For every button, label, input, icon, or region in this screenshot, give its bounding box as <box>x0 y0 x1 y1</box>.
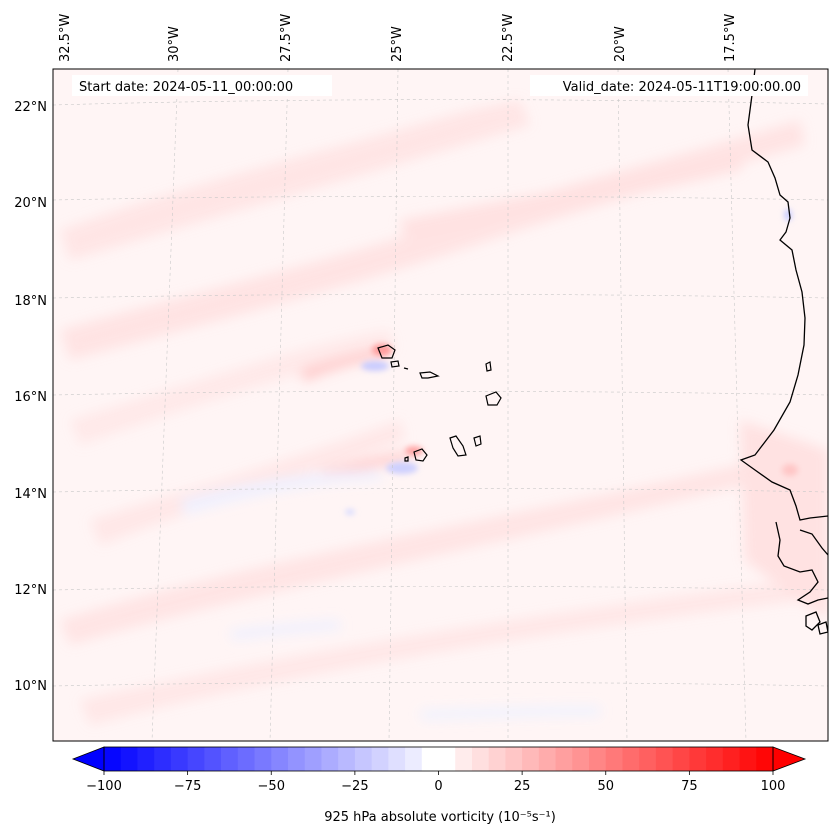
colorbar-tick-label: 50 <box>597 779 614 794</box>
valid-date-label: Valid_date: 2024-05-11T19:00:00.00 <box>563 80 801 95</box>
colorbar-tick-label: −25 <box>341 779 368 794</box>
colorbar-segment <box>455 747 473 771</box>
colorbar-segments <box>104 747 774 771</box>
colorbar-low-extension <box>71 746 105 772</box>
lon-label: 30°W <box>167 26 182 62</box>
colorbar-segment <box>555 747 573 771</box>
island-wake-features <box>345 209 798 515</box>
colorbar-segment <box>622 747 640 771</box>
colorbar-segment <box>739 747 757 771</box>
cape-verde-islands <box>377 344 502 462</box>
lat-label: 10°N <box>14 679 47 694</box>
colorbar-segment <box>187 747 205 771</box>
colorbar-tick-label: 25 <box>514 779 531 794</box>
colorbar-tick-label: −100 <box>86 779 122 794</box>
colorbar-segment <box>421 747 439 771</box>
start-date-box <box>72 75 332 96</box>
island-sao-vicente <box>390 360 400 368</box>
lon-label: 27.5°W <box>279 14 294 62</box>
colorbar-tick-label: 100 <box>761 779 786 794</box>
colorbar-segment <box>221 747 239 771</box>
colorbar-title: 925 hPa absolute vorticity (10⁻⁵s⁻¹) <box>324 810 556 825</box>
lat-label: 22°N <box>14 100 47 115</box>
island-boa-vista <box>485 391 502 406</box>
colorbar-segment <box>605 747 623 771</box>
graticule <box>53 69 828 741</box>
colorbar-segment <box>589 747 607 771</box>
valid-date-box <box>530 75 808 96</box>
colorbar-segment <box>405 747 423 771</box>
colorbar-tick-label: −50 <box>258 779 285 794</box>
colorbar-segment <box>271 747 289 771</box>
lat-label: 12°N <box>14 583 47 598</box>
vorticity-field <box>60 100 828 725</box>
colorbar-segment <box>120 747 138 771</box>
lon-label: 22.5°W <box>501 14 516 62</box>
island-brava <box>404 456 409 462</box>
colorbar-segment <box>304 747 322 771</box>
map-panel: Start date: 2024-05-11_00:00:00 Valid_da… <box>52 68 829 742</box>
colorbar-ticks: −100 −75 −50 −25 0 25 50 75 100 <box>86 771 785 794</box>
lat-label: 14°N <box>14 487 47 502</box>
lon-label: 25°W <box>390 26 405 62</box>
colorbar-tick-label: 75 <box>681 779 698 794</box>
colorbar-segment <box>538 747 556 771</box>
colorbar-segment <box>672 747 690 771</box>
lat-label: 18°N <box>14 294 47 309</box>
colorbar-high-extension <box>772 746 807 772</box>
colorbar-segment <box>338 747 356 771</box>
longitude-labels: 32.5°W 30°W 27.5°W 25°W 22.5°W 20°W 17.5… <box>58 14 738 62</box>
colorbar-segment <box>505 747 523 771</box>
coastline <box>739 69 828 635</box>
colorbar-segment <box>722 747 740 771</box>
colorbar-tick-label: −75 <box>174 779 201 794</box>
colorbar-segment <box>254 747 272 771</box>
colorbar-segment <box>354 747 373 771</box>
colorbar: −100 −75 −50 −25 0 25 50 75 100 925 hPa absolute… <box>71 746 807 825</box>
colorbar-segment <box>522 747 540 771</box>
colorbar-segment <box>706 747 724 771</box>
lon-label: 32.5°W <box>58 14 73 62</box>
island-maio <box>473 435 482 447</box>
island-fogo <box>413 448 428 462</box>
start-date-label: Start date: 2024-05-11_00:00:00 <box>79 80 293 95</box>
colorbar-segment <box>438 747 456 771</box>
colorbar-segment <box>655 747 674 771</box>
colorbar-segment <box>104 747 122 771</box>
colorbar-segment <box>170 747 189 771</box>
colorbar-segment <box>572 747 590 771</box>
map-frame <box>52 68 829 742</box>
lon-label: 17.5°W <box>723 14 738 62</box>
colorbar-segment <box>287 747 306 771</box>
island-sao-nicolau <box>419 371 440 379</box>
island-santo-antao <box>377 344 396 359</box>
island-santa-luzia <box>403 367 409 370</box>
colorbar-segment <box>204 747 222 771</box>
colorbar-segment <box>388 747 406 771</box>
colorbar-segment <box>237 747 255 771</box>
colorbar-segment <box>689 747 707 771</box>
island-santiago <box>449 435 467 457</box>
colorbar-segment <box>639 747 657 771</box>
colorbar-segment <box>756 747 774 771</box>
colorbar-segment <box>488 747 506 771</box>
colorbar-segment <box>471 747 490 771</box>
colorbar-tick-label: 0 <box>434 779 442 794</box>
lon-label: 20°W <box>613 26 628 62</box>
latitude-labels: 22°N 20°N 18°N 16°N 14°N 12°N 10°N <box>14 100 47 694</box>
colorbar-segment <box>321 747 339 771</box>
colorbar-segment <box>371 747 389 771</box>
lat-label: 16°N <box>14 390 47 405</box>
lat-label: 20°N <box>14 196 47 211</box>
island-sal <box>485 361 492 372</box>
colorbar-segment <box>154 747 172 771</box>
colorbar-segment <box>137 747 155 771</box>
